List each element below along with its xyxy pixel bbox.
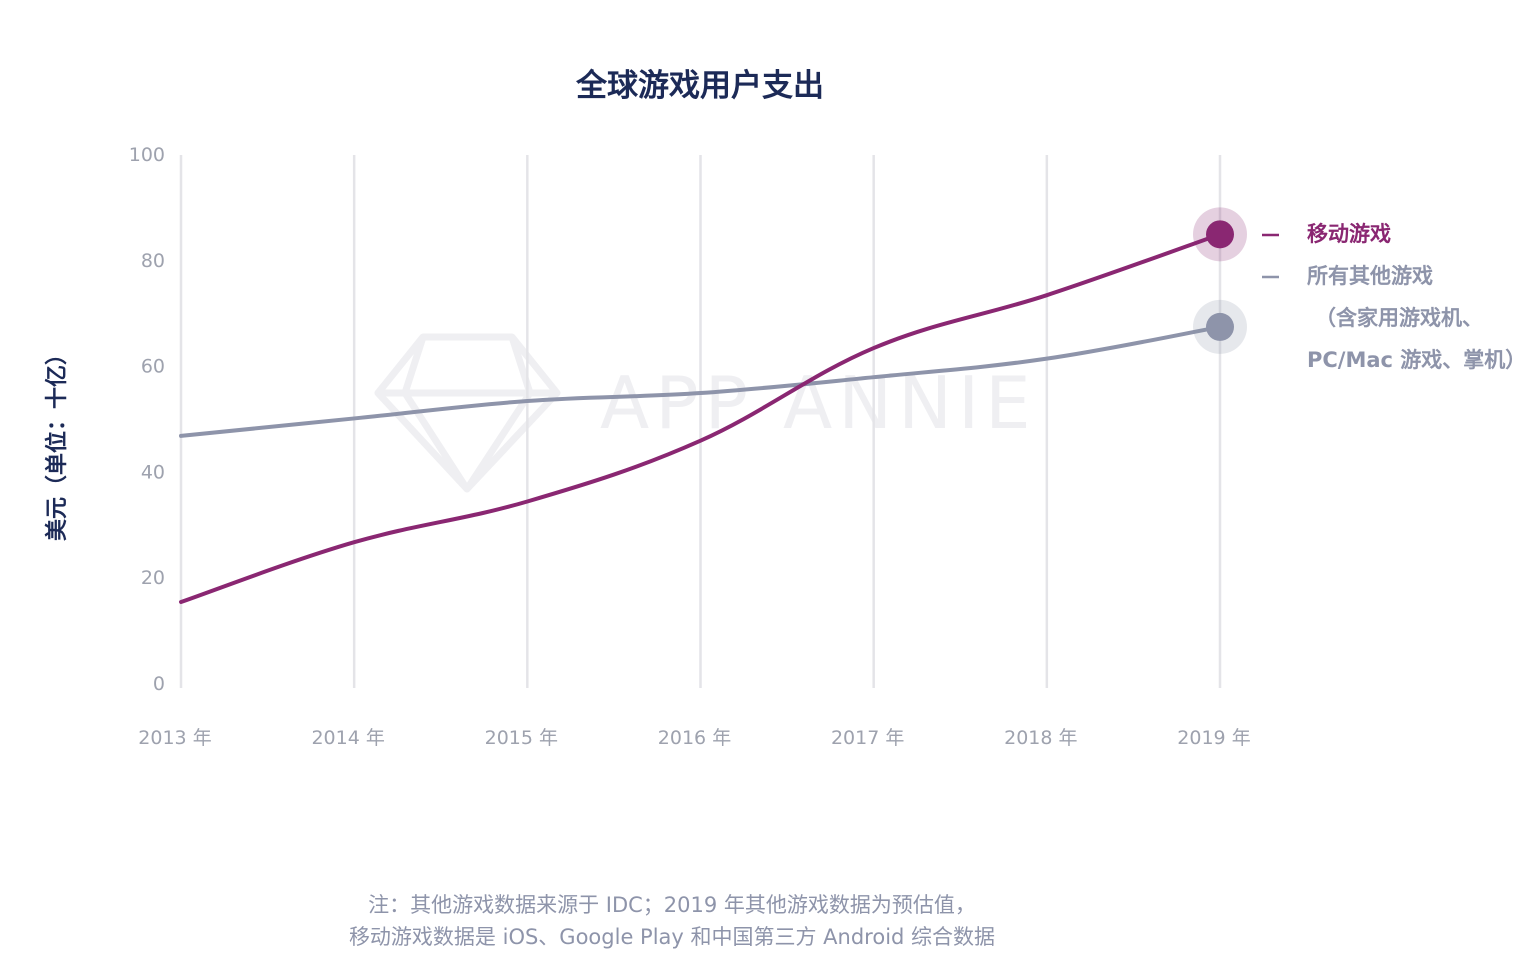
legend-label: （含家用游戏机、 xyxy=(1315,306,1483,330)
grid xyxy=(179,155,1222,688)
watermark-text: APP ANNIE xyxy=(600,361,1037,445)
data-point xyxy=(1206,220,1234,249)
y-tick-label: 20 xyxy=(141,567,165,589)
x-tick-label: 2015 年 xyxy=(485,727,558,749)
legend-label: 移动游戏 xyxy=(1307,222,1391,246)
watermark: APP ANNIE xyxy=(374,333,1037,493)
chart-title: 全球游戏用户支出 xyxy=(575,68,824,104)
x-tick-label: 2016 年 xyxy=(658,727,731,749)
x-tick-label: 2019 年 xyxy=(1177,727,1250,749)
y-tick-label: 100 xyxy=(129,144,165,166)
x-tick-label: 2013 年 xyxy=(138,727,211,749)
y-axis-label: 美元（单位：十亿） xyxy=(44,343,70,541)
y-tick-label: 0 xyxy=(153,673,165,695)
y-tick-label: 80 xyxy=(141,250,165,272)
y-axis-ticks: 0 20 40 60 80 100 xyxy=(129,144,165,695)
legend-label: PC/Mac 游戏、掌机） xyxy=(1307,348,1526,372)
footnote-line: 注：其他游戏数据来源于 IDC；2019 年其他游戏数据为预估值， xyxy=(368,893,976,917)
x-tick-label: 2017 年 xyxy=(831,727,904,749)
series-line-1 xyxy=(179,324,1222,438)
x-tick-label: 2014 年 xyxy=(311,727,384,749)
x-axis-ticks: 2013 年 2014 年 2015 年 2016 年 2017 年 2018 年 2019… xyxy=(138,727,1250,749)
x-tick-label: 2018 年 xyxy=(1004,727,1077,749)
series-line-0 xyxy=(179,232,1222,605)
series xyxy=(179,207,1247,605)
footnote: 注：其他游戏数据来源于 IDC；2019 年其他游戏数据为预估值， 移动游戏数据是… xyxy=(349,893,995,949)
footnote-line: 移动游戏数据是 iOS、Google Play 和中国第三方 Android 综… xyxy=(349,925,995,949)
y-tick-label: 60 xyxy=(141,356,165,378)
y-tick-label: 40 xyxy=(141,461,165,483)
data-point xyxy=(1206,312,1234,341)
legend-label: 所有其他游戏 xyxy=(1307,264,1433,288)
